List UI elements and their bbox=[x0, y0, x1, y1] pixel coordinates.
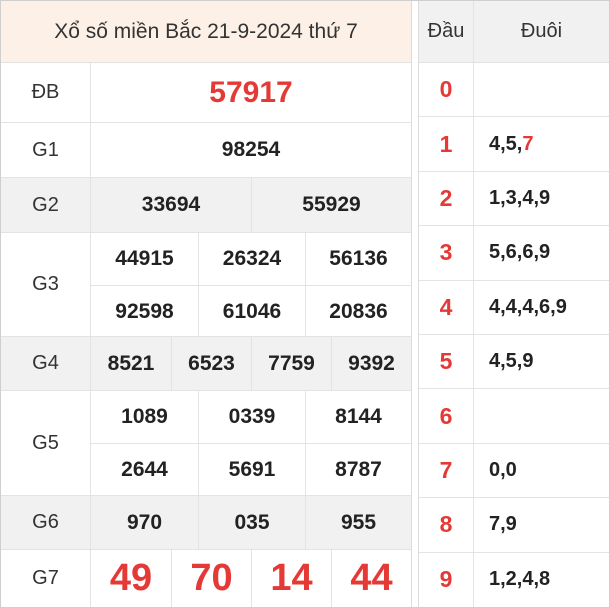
prize-number: 0339 bbox=[198, 391, 305, 443]
loto-tail: 0,0 bbox=[489, 458, 517, 481]
loto-row: 3 5,6,6,9 bbox=[419, 226, 609, 281]
loto-row: 0 bbox=[419, 63, 609, 118]
prize-row-g6: G6 970 035 955 bbox=[1, 496, 411, 550]
prize-label: G3 bbox=[1, 233, 91, 336]
divider bbox=[91, 443, 411, 444]
prize-number: 8144 bbox=[305, 391, 411, 443]
prize-row-g3: G3 44915 26324 56136 92598 61046 20836 bbox=[1, 233, 411, 337]
prize-number: 61046 bbox=[198, 286, 305, 337]
special-prize-number: 57917 bbox=[209, 75, 293, 109]
prize-label: G1 bbox=[1, 123, 91, 177]
loto-row: 9 1,2,4,8 bbox=[419, 552, 609, 607]
results-table: Xổ số miền Bắc 21-9-2024 thứ 7 ĐB 57917 … bbox=[1, 1, 411, 607]
prize-number: 20836 bbox=[305, 286, 411, 337]
loto-row: 6 bbox=[419, 389, 609, 444]
loto-tail-special: 7 bbox=[522, 132, 534, 155]
prize-label: G6 bbox=[1, 496, 91, 549]
results-title: Xổ số miền Bắc 21-9-2024 thứ 7 bbox=[1, 1, 411, 63]
loto-row: 5 4,5,9 bbox=[419, 335, 609, 390]
prize-number: 49 bbox=[109, 557, 153, 599]
prize-number: 44915 bbox=[115, 247, 174, 270]
prize-number: 14 bbox=[251, 550, 331, 607]
loto-tail: 1,2,4,8 bbox=[489, 568, 551, 591]
prize-number: 6523 bbox=[171, 337, 251, 390]
prize-number: 9392 bbox=[331, 337, 411, 390]
prize-row-g4: G4 8521 6523 7759 9392 bbox=[1, 337, 411, 391]
loto-tail: 5,6,6,9 bbox=[489, 241, 551, 264]
prize-label: ĐB bbox=[1, 63, 91, 122]
loto-head: 8 bbox=[419, 498, 474, 552]
prize-label: G5 bbox=[1, 391, 91, 495]
loto-head: 5 bbox=[419, 335, 474, 389]
loto-row: 7 0,0 bbox=[419, 443, 609, 499]
prize-number: 33694 bbox=[141, 193, 201, 216]
loto-tail: 4,4,4,6,9 bbox=[489, 295, 567, 318]
prize-row-g7: G7 49 70 14 44 bbox=[1, 550, 411, 607]
loto-row: 8 7,9 bbox=[419, 498, 609, 553]
prize-number: 1089 bbox=[121, 405, 168, 428]
head-column-title: Đầu bbox=[419, 1, 474, 63]
prize-number: 5691 bbox=[198, 444, 305, 496]
prize-number: 035 bbox=[198, 496, 305, 549]
prize-label: G7 bbox=[1, 550, 91, 607]
prize-number: 44 bbox=[331, 550, 411, 607]
loto-tail: 4,5, 7 bbox=[489, 117, 533, 170]
prize-number: 56136 bbox=[305, 233, 411, 285]
loto-row: 4 4,4,4,6,9 bbox=[419, 280, 609, 335]
loto-head: 0 bbox=[419, 63, 474, 117]
loto-head: 4 bbox=[419, 280, 474, 334]
prize-row-db: ĐB 57917 bbox=[1, 63, 411, 123]
loto-table: Đầu Đuôi 0 1 4,5, 7 2 1,3,4,9 3 5,6,6,9 4… bbox=[419, 1, 609, 607]
prize-number: 70 bbox=[171, 550, 251, 607]
prize-label: G4 bbox=[1, 337, 91, 390]
loto-head: 2 bbox=[419, 171, 474, 226]
loto-head: 1 bbox=[419, 117, 474, 171]
loto-head: 9 bbox=[419, 552, 474, 607]
loto-head: 7 bbox=[419, 443, 474, 498]
prize-row-g2: G2 33694 55929 bbox=[1, 178, 411, 233]
prize-number: 970 bbox=[126, 510, 163, 534]
loto-row: 2 1,3,4,9 bbox=[419, 171, 609, 227]
prize-number: 8521 bbox=[107, 351, 155, 375]
prize-number: 7759 bbox=[251, 337, 331, 390]
loto-tail: 7,9 bbox=[489, 513, 517, 536]
prize-row-g5: G5 1089 0339 8144 2644 5691 8787 bbox=[1, 391, 411, 496]
loto-head: 3 bbox=[419, 226, 474, 280]
divider bbox=[91, 285, 411, 286]
prize-row-g1: G1 98254 bbox=[1, 123, 411, 178]
loto-tail-text: 4,5, bbox=[489, 132, 523, 155]
table-separator bbox=[411, 1, 419, 607]
loto-row: 1 4,5, 7 bbox=[419, 117, 609, 172]
prize-number: 26324 bbox=[198, 233, 305, 285]
prize-number: 2644 bbox=[121, 458, 168, 481]
prize-number: 98254 bbox=[221, 138, 281, 161]
prize-number: 92598 bbox=[115, 299, 174, 323]
prize-label: G2 bbox=[1, 178, 91, 232]
loto-tail: 1,3,4,9 bbox=[489, 186, 551, 209]
prize-number: 8787 bbox=[305, 444, 411, 496]
loto-tail: 4,5,9 bbox=[489, 350, 534, 373]
prize-number: 55929 bbox=[251, 178, 411, 232]
tail-column-title: Đuôi bbox=[474, 1, 609, 63]
loto-head: 6 bbox=[419, 389, 474, 443]
prize-number: 955 bbox=[305, 496, 411, 549]
